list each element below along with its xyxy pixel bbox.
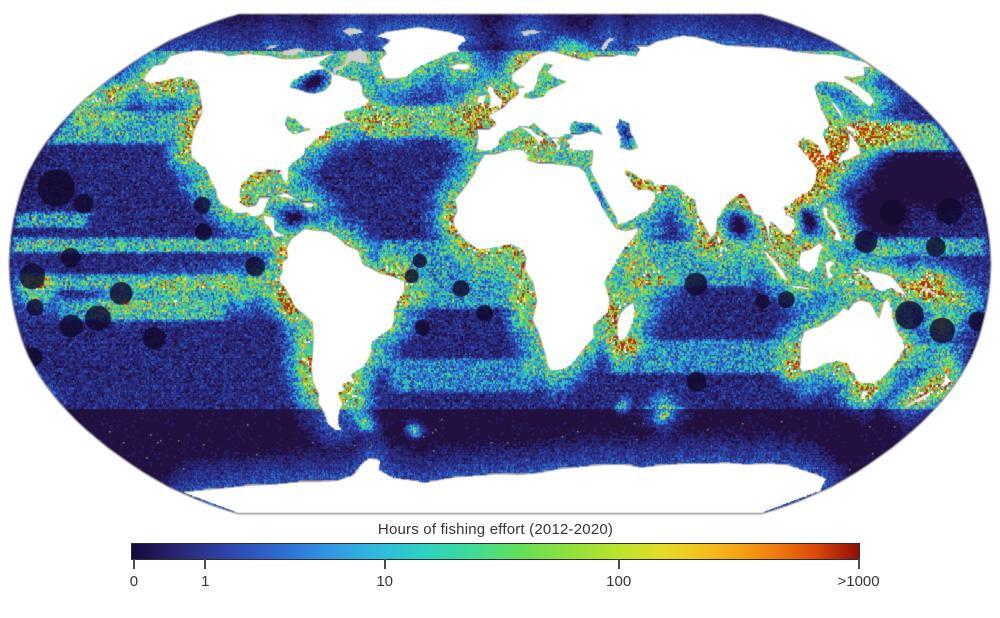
tick-mark bbox=[132, 560, 135, 569]
colorbar-title: Hours of fishing effort (2012-2020) bbox=[377, 521, 614, 538]
tick-label: 100 bbox=[606, 573, 632, 590]
tick-label: 0 bbox=[129, 573, 139, 590]
tick-label: 1 bbox=[201, 573, 210, 590]
tick-mark bbox=[617, 560, 620, 569]
tick-mark bbox=[383, 560, 386, 569]
colorbar-legend: Hours of fishing effort (2012-2020) 0 1 10… bbox=[129, 521, 880, 600]
tick-label: 10 bbox=[376, 573, 394, 590]
tick-mark bbox=[204, 560, 207, 569]
colorbar-gradient bbox=[131, 543, 860, 560]
colorbar-ticks: 0 1 10 100 >1000 bbox=[129, 560, 880, 600]
tick-label: >1000 bbox=[837, 573, 880, 590]
tick-mark bbox=[857, 560, 860, 569]
